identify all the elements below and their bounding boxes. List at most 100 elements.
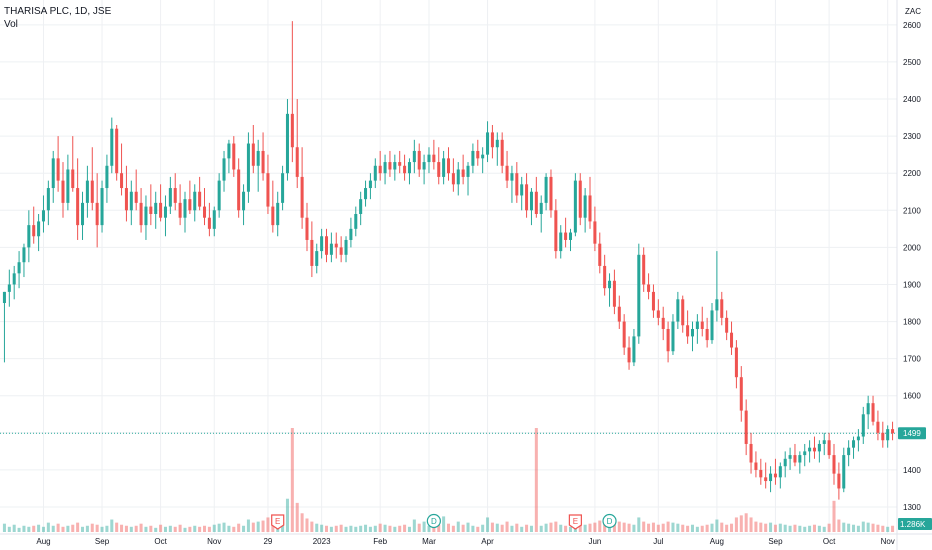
time-axis[interactable]: Aug Sep Oct Nov 29 2023 Feb Mar Apr Jun Jul Aug Sep O… xyxy=(0,533,932,546)
volume-bar xyxy=(642,521,646,532)
volume-bar xyxy=(847,523,851,532)
volume-bar xyxy=(46,522,50,532)
volume-bar xyxy=(324,525,329,532)
candle-body xyxy=(154,202,158,214)
volume-bar xyxy=(856,525,860,532)
volume-bar xyxy=(656,524,660,532)
candle-body xyxy=(734,347,738,378)
volume-bar xyxy=(803,526,807,532)
volume-bar xyxy=(124,525,128,532)
event-letter: E xyxy=(573,517,578,526)
candle-body xyxy=(695,321,699,329)
price-tick-label: 1900 xyxy=(903,280,921,289)
candle-body xyxy=(427,154,431,163)
volume-bar xyxy=(364,524,368,532)
candle-body xyxy=(378,165,382,174)
volume-bar xyxy=(725,524,729,532)
time-tick-label: Apr xyxy=(481,537,494,546)
candle-body xyxy=(329,243,333,255)
time-tick-label: Oct xyxy=(154,537,167,546)
volume-bar xyxy=(788,525,792,532)
event-marker-earnings[interactable]: E xyxy=(271,514,285,530)
candle-body xyxy=(822,440,826,444)
candle-body xyxy=(207,217,211,229)
candle-body xyxy=(832,455,836,474)
candle-body xyxy=(232,143,236,170)
volume-bar xyxy=(378,523,382,532)
candle-body xyxy=(12,273,16,285)
volume-bar xyxy=(354,526,358,532)
price-tick-label: 2200 xyxy=(903,169,921,178)
volume-bar xyxy=(817,525,821,532)
event-markers[interactable]: EDEDE⚡ xyxy=(271,513,932,530)
volume-bar xyxy=(37,524,41,532)
candle-body xyxy=(476,150,480,159)
dividend-icon xyxy=(426,513,441,529)
candle-body xyxy=(27,225,31,248)
candle-body xyxy=(598,243,602,266)
symbol-title[interactable]: THARISA PLC, 1D, JSE xyxy=(4,6,112,17)
volume-bar xyxy=(812,524,816,532)
price-tick-label: 1600 xyxy=(903,392,921,401)
candle-body xyxy=(285,113,289,174)
volume-bar xyxy=(159,524,163,532)
last-price-badge[interactable] xyxy=(898,427,926,440)
candle-body xyxy=(139,202,143,226)
candle-body xyxy=(173,188,177,203)
volume-bar xyxy=(339,524,343,532)
candle-body xyxy=(622,321,626,348)
volume-bar xyxy=(90,523,94,532)
event-letter: D xyxy=(607,517,613,526)
volume-bar xyxy=(710,523,714,532)
candle-body xyxy=(666,328,670,352)
time-tick-label: 29 xyxy=(263,537,272,546)
candle-body xyxy=(842,455,846,489)
volume-bar xyxy=(344,526,348,532)
candle-body xyxy=(754,462,758,470)
volume-bar xyxy=(110,519,114,532)
volume-bar xyxy=(559,524,563,532)
time-tick-label: Sep xyxy=(768,537,783,546)
volume-bar xyxy=(295,502,299,532)
volume-bar xyxy=(515,523,519,532)
volume-bar xyxy=(505,521,509,532)
candle-body xyxy=(412,150,416,163)
candle-body xyxy=(871,403,875,422)
volume-bar xyxy=(183,527,187,532)
volume-bar xyxy=(827,523,831,532)
volume-bar xyxy=(466,522,470,532)
volume-bar xyxy=(647,523,651,532)
price-candles xyxy=(2,21,895,500)
time-tick-label: Aug xyxy=(710,537,724,546)
price-axis[interactable]: 1300140015001600170018001900200021002200… xyxy=(896,0,932,550)
last-volume-badge[interactable] xyxy=(898,518,932,530)
candle-body xyxy=(120,173,124,189)
candle-body xyxy=(334,243,338,248)
event-letter: E xyxy=(275,517,280,526)
event-marker-dividend[interactable]: D xyxy=(602,513,617,529)
volume-bar xyxy=(544,523,548,532)
candle-body xyxy=(242,191,246,211)
candle-body xyxy=(100,188,104,226)
volume-bar xyxy=(471,525,475,532)
candle-body xyxy=(549,176,553,211)
volume-bar xyxy=(568,526,573,532)
volume-bar xyxy=(139,523,143,532)
chart-grid xyxy=(0,0,897,534)
volume-bar xyxy=(149,525,153,532)
volume-bar xyxy=(271,522,275,532)
time-tick-label: Aug xyxy=(36,537,50,546)
volume-legend[interactable]: Vol xyxy=(4,19,18,30)
candle-body xyxy=(578,180,582,218)
candle-body xyxy=(115,128,119,174)
event-marker-earnings[interactable]: E xyxy=(568,514,582,530)
volume-bar xyxy=(783,524,787,532)
candle-body xyxy=(2,291,6,304)
volume-bar xyxy=(383,524,387,532)
event-marker-dividend[interactable]: D xyxy=(426,513,441,529)
volume-bar xyxy=(329,526,333,532)
volume-bar xyxy=(368,526,372,532)
volume-bar xyxy=(676,523,680,532)
volume-bar xyxy=(739,515,743,532)
